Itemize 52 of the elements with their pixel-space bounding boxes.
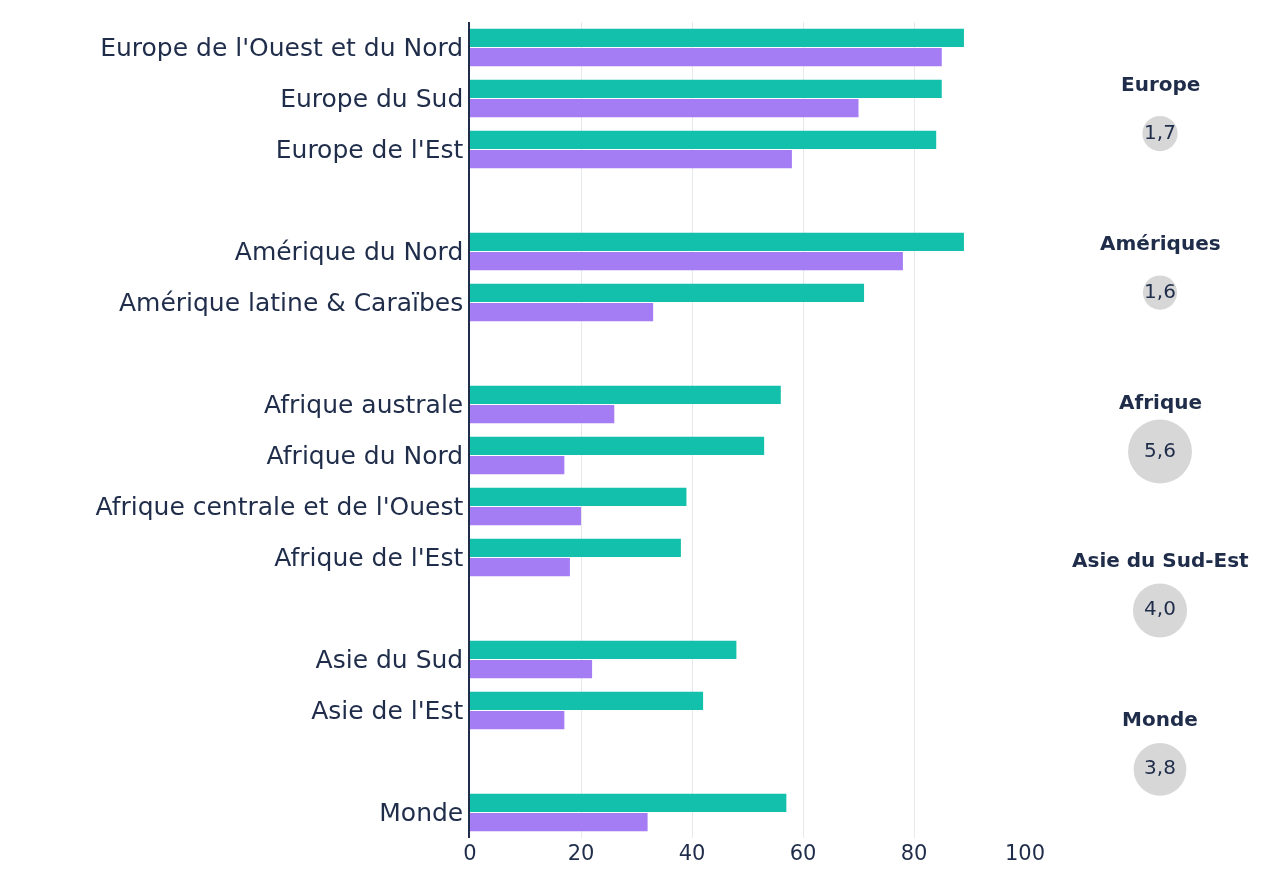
data-label: 3,8: [1144, 755, 1176, 780]
bar: [470, 538, 681, 558]
bar: [470, 79, 942, 99]
bar: [470, 130, 937, 150]
category-label: Afrique: [1119, 390, 1203, 414]
y-tick-label: Europe de l'Est: [275, 135, 464, 165]
y-tick-label: Afrique centrale et de l'Ouest: [95, 492, 464, 522]
bar: [470, 47, 942, 67]
x-tick-label: 60: [789, 841, 817, 865]
bar: [470, 385, 781, 405]
bar: [470, 710, 565, 730]
category-label: Monde: [1122, 707, 1198, 731]
bar: [470, 232, 964, 252]
data-label: 1,7: [1144, 119, 1176, 144]
bar: [470, 283, 865, 303]
bar: [470, 455, 565, 475]
y-tick-label: Amérique latine & Caraïbes: [118, 288, 464, 318]
bar: [470, 557, 570, 577]
y-tick-label: Afrique de l'Est: [274, 543, 464, 573]
x-tick-label: 80: [900, 841, 928, 865]
y-tick-label: Amérique du Nord: [234, 237, 464, 267]
category-label: Amériques: [1100, 231, 1221, 255]
category-label: Europe: [1121, 72, 1201, 96]
bar: [470, 98, 859, 118]
x-tick-label: 20: [567, 841, 595, 865]
bar: [470, 28, 964, 48]
bar: [470, 404, 615, 424]
data-label: 1,6: [1144, 278, 1176, 303]
x-tick-label: 40: [678, 841, 706, 865]
bar: [470, 793, 787, 813]
bar: [470, 812, 648, 832]
y-tick-label: Afrique australe: [264, 390, 464, 420]
bar: [470, 302, 654, 322]
data-label: 4,0: [1144, 596, 1176, 621]
data-label: 5,6: [1144, 437, 1176, 462]
y-tick-label: Afrique du Nord: [266, 441, 464, 471]
bar: [470, 251, 903, 271]
bar: [470, 436, 765, 456]
y-tick-label: Europe du Sud: [280, 84, 464, 114]
bar: [470, 640, 737, 660]
y-tick-label: Europe de l'Ouest et du Nord: [100, 33, 464, 63]
bar: [470, 691, 704, 711]
bar: [470, 487, 687, 507]
x-tick-label: 100: [1004, 841, 1046, 865]
category-label: Asie du Sud-Est: [1072, 548, 1250, 572]
x-tick-label: 0: [463, 841, 477, 865]
bar: [470, 659, 593, 679]
y-tick-label: Asie du Sud: [315, 645, 464, 675]
bar: [470, 506, 581, 526]
bar: [470, 149, 792, 169]
y-tick-label: Asie de l'Est: [311, 696, 464, 726]
y-tick-label: Monde: [379, 798, 464, 828]
